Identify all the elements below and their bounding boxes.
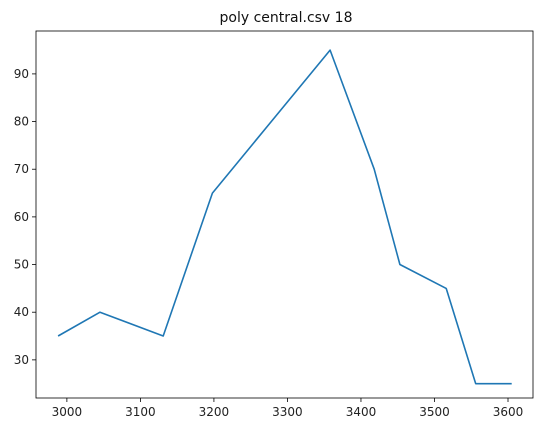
y-tick-label: 60	[14, 210, 29, 224]
data-point	[212, 192, 214, 194]
x-axis: 3000 3100 3200 3300 3400 3500 3600	[52, 398, 524, 419]
data-point	[399, 264, 401, 266]
series-line	[57, 49, 512, 385]
data-point	[99, 311, 101, 313]
data-point	[162, 335, 164, 337]
plot-area	[57, 49, 513, 385]
x-tick-label: 3100	[125, 405, 156, 419]
data-point	[57, 335, 59, 337]
y-tick-label: 90	[14, 67, 29, 81]
data-point	[511, 383, 513, 385]
x-tick-label: 3500	[419, 405, 450, 419]
data-point	[329, 49, 331, 51]
y-tick-label: 80	[14, 115, 29, 129]
y-axis: 30 40 50 60 70 80 90	[14, 67, 36, 367]
x-tick-label: 3300	[272, 405, 303, 419]
y-tick-label: 30	[14, 353, 29, 367]
y-tick-label: 70	[14, 162, 29, 176]
data-point	[475, 383, 477, 385]
data-point	[445, 288, 447, 290]
data-point	[373, 168, 375, 170]
chart-title: poly central.csv 18	[220, 10, 353, 26]
x-tick-label: 3400	[346, 405, 377, 419]
y-tick-label: 40	[14, 305, 29, 319]
y-tick-label: 50	[14, 258, 29, 272]
plot-frame	[35, 30, 534, 399]
x-tick-label: 3200	[199, 405, 230, 419]
x-tick-label: 3600	[493, 405, 524, 419]
x-tick-label: 3000	[52, 405, 83, 419]
